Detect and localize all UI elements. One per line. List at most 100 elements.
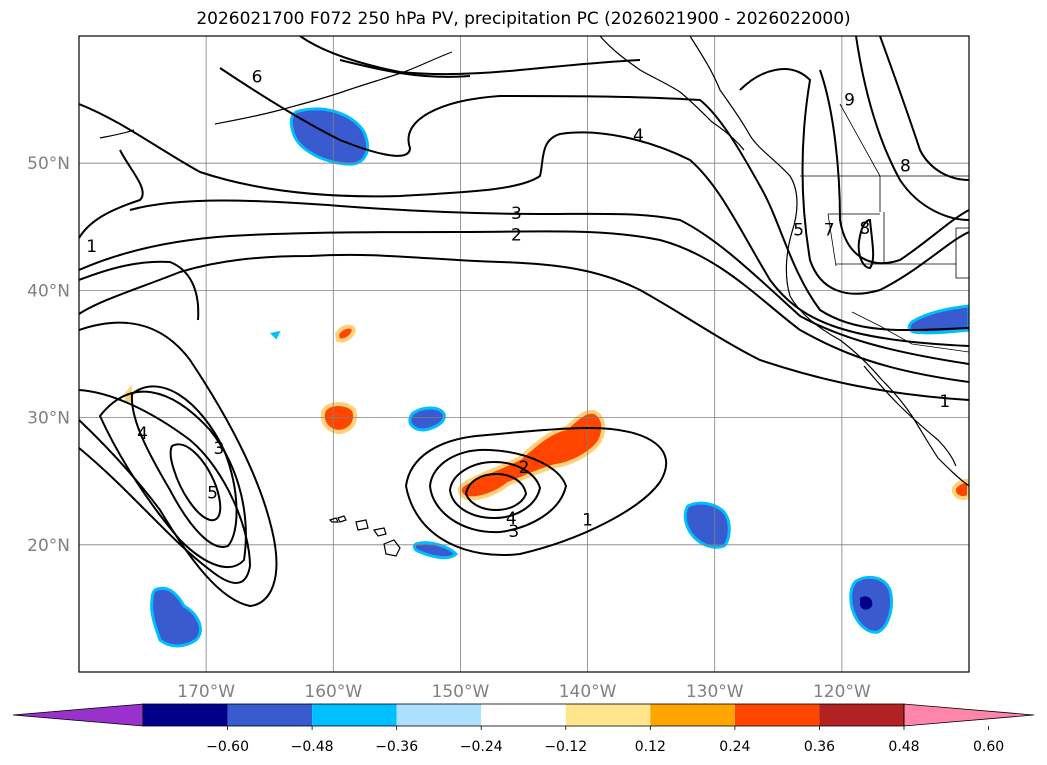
coastline-kamchatka <box>99 129 135 139</box>
pv-contour-trough-9 <box>879 36 969 181</box>
contour-label: 4 <box>506 509 517 529</box>
colorbar-segment <box>227 704 313 726</box>
colorbar-segment <box>650 704 735 726</box>
colorbar-tick-label: −0.48 <box>291 739 334 755</box>
coastline-aleutians <box>214 51 453 125</box>
pv-contour-subtropic-4 <box>464 472 528 512</box>
island-niihau <box>328 517 339 523</box>
colorbar-extend-min <box>12 703 144 727</box>
colorbar-extend-max <box>903 703 1035 727</box>
colorbar-tick-label: 0.48 <box>888 739 919 755</box>
pv-contour-west-1 <box>79 149 144 239</box>
pv-contour-north-2 <box>79 230 969 383</box>
colorbar-segment <box>143 704 228 726</box>
contour-label: 2 <box>511 225 522 245</box>
pv-contour-subtropic-2 <box>428 448 568 534</box>
pv-contour-trough-7 <box>819 69 969 265</box>
precip-blob-west-pacific <box>150 586 202 648</box>
colorbar-segment <box>312 704 397 726</box>
political-borders <box>800 103 969 353</box>
coastline-baja <box>863 365 957 467</box>
latitude-tick-label: 20°N <box>27 536 70 556</box>
latitude-tick-label: 50°N <box>27 154 70 174</box>
colorbar-tick-label: −0.60 <box>206 739 249 755</box>
contour-label: 5 <box>793 220 804 240</box>
contour-label: 1 <box>582 510 593 530</box>
island-maui <box>373 527 387 537</box>
contour-label: 9 <box>844 91 855 111</box>
island-oahu <box>355 519 369 531</box>
contour-label: 2 <box>519 458 530 478</box>
graticule <box>79 36 969 672</box>
contour-label: 1 <box>86 237 97 257</box>
contour-label: 3 <box>511 204 522 224</box>
pv-contour-west-ridge-4 <box>130 385 238 548</box>
island-kauai <box>337 515 347 523</box>
colorbar-tick-label: −0.36 <box>375 739 418 755</box>
island-big-island <box>383 539 401 557</box>
longitude-axis: 170°W 160°W 150°W 140°W 130°W 120°W <box>177 682 871 702</box>
colorbar-segment <box>481 704 566 726</box>
colorbar-tick-label: −0.24 <box>460 739 503 755</box>
colorbar-tick-label: 0.12 <box>635 739 666 755</box>
longitude-tick-label: 140°W <box>559 682 617 702</box>
colorbar-segment <box>734 704 820 726</box>
contour-label: 1 <box>939 392 950 412</box>
colorbar-segment <box>396 704 482 726</box>
colorbar-segment <box>819 704 904 726</box>
pv-contour-north-1 <box>79 253 969 401</box>
precip-blob-california <box>907 304 969 335</box>
longitude-tick-label: 170°W <box>177 682 235 702</box>
map-title: 2026021700 F072 250 hPa PV, precipitatio… <box>196 9 851 29</box>
longitude-tick-label: 160°W <box>304 682 362 702</box>
latitude-tick-label: 30°N <box>27 409 70 429</box>
pv-contours <box>79 36 969 608</box>
contour-label: 7 <box>824 220 835 240</box>
longitude-tick-label: 130°W <box>686 682 744 702</box>
precip-band-subtropical-jet <box>457 409 606 501</box>
latitude-tick-label: 40°N <box>27 281 70 301</box>
precip-blob-small-north <box>334 324 357 343</box>
pv-contour-trough-8b <box>857 218 875 270</box>
contour-label: 8 <box>859 219 870 239</box>
pv-contour-north-3 <box>129 199 969 365</box>
contour-label: 4 <box>633 126 644 146</box>
pv-contour-west-ridge-5 <box>169 443 222 522</box>
colorbar-tick-label: 0.60 <box>973 739 1004 755</box>
pv-contour-subtropic-1 <box>404 426 667 556</box>
colorbar-tick-label: 0.36 <box>804 739 835 755</box>
pv-contour-subtropic-3 <box>448 460 542 520</box>
precip-blob-tiny <box>269 330 281 340</box>
precip-blob-east <box>683 501 731 549</box>
pv-contour-north-6 <box>299 36 641 76</box>
border-us-mexico <box>851 311 969 353</box>
longitude-tick-label: 120°W <box>813 682 871 702</box>
contour-label: 5 <box>207 484 218 504</box>
precip-blob-central <box>408 406 446 432</box>
hawaiian-islands <box>328 515 401 557</box>
contour-label: 8 <box>900 157 911 177</box>
contour-label: 4 <box>137 424 148 444</box>
precip-deep-negative-core <box>860 596 873 610</box>
pv-contour-north-4 <box>79 103 969 347</box>
contour-label: 3 <box>213 439 224 459</box>
pv-contour-west-ridge-3 <box>98 390 247 569</box>
precip-blob-gulf-of-alaska <box>289 107 369 166</box>
border-state-lines <box>827 103 969 279</box>
pv-contour-west-ridge-2 <box>79 389 252 584</box>
pv-contour-west-2 <box>79 260 200 321</box>
pv-contour-trough-5 <box>739 68 969 295</box>
longitude-tick-label: 150°W <box>432 682 490 702</box>
colorbar-segment <box>565 704 651 726</box>
colorbar-tick-label: −0.12 <box>544 739 587 755</box>
colorbar: −0.60 −0.48 −0.36 −0.24 −0.12 0.12 0.24 0.36 0.4… <box>12 703 1035 755</box>
contour-label: 6 <box>252 68 263 88</box>
map-frame <box>78 35 970 673</box>
precip-negative-areas <box>150 107 969 648</box>
pv-contour-north-7 <box>339 59 471 78</box>
pv-contour-north-5 <box>219 67 969 332</box>
pv-contour-west-ridge-outer <box>79 321 278 608</box>
